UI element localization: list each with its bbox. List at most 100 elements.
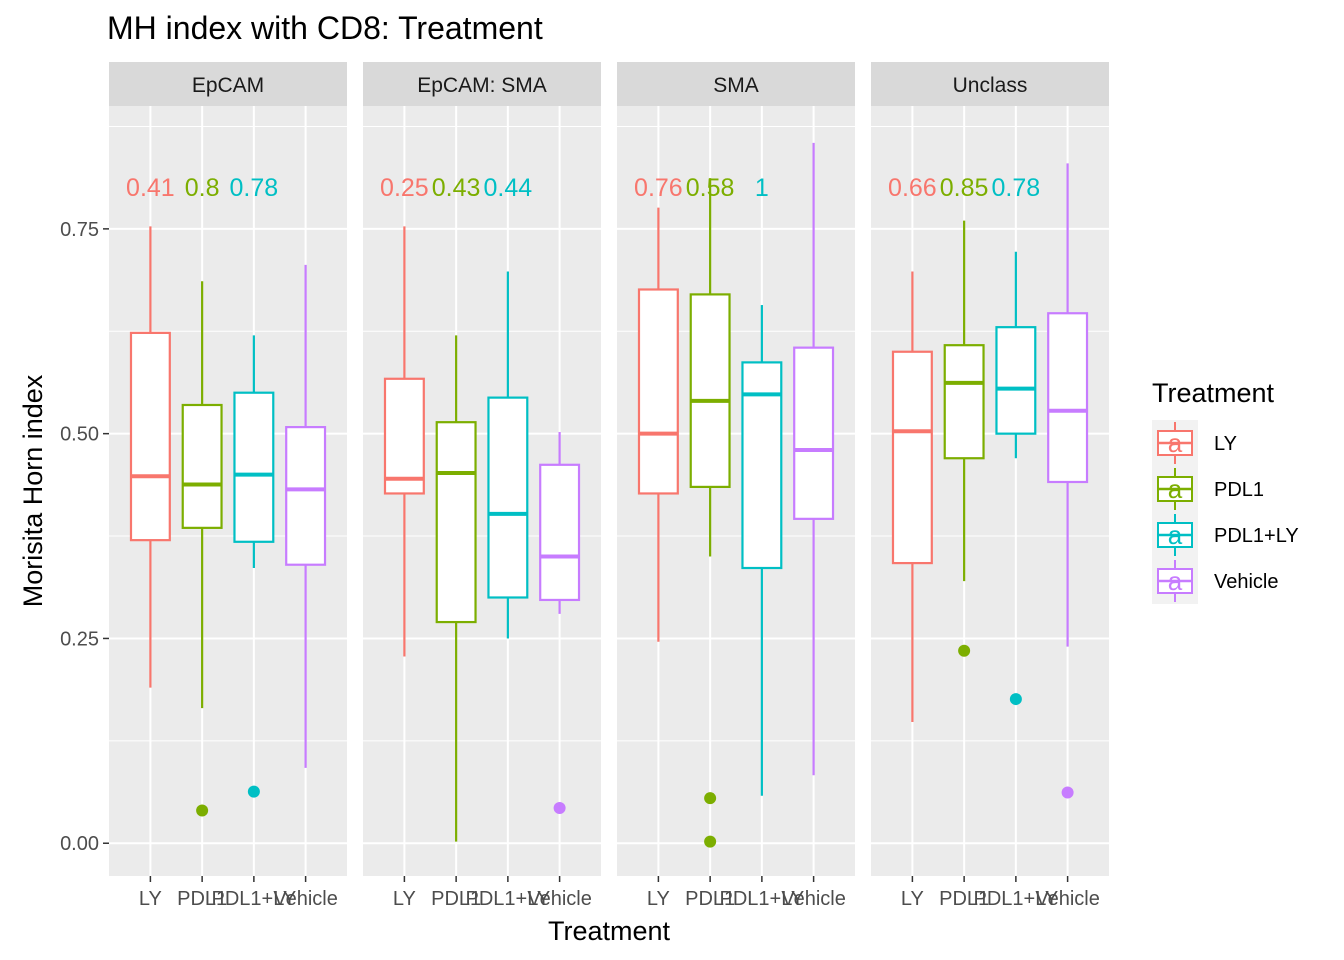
box-vehicle: [539, 432, 581, 815]
pvalue-label: 0.76: [634, 174, 683, 202]
facet-strip-label: EpCAM: SMA: [417, 74, 547, 97]
box-iqr: [891, 350, 933, 565]
pvalue-label: 0.25: [380, 174, 429, 202]
box-pdl1: [943, 220, 985, 657]
legend-item-vehicle: a Vehicle: [1152, 558, 1279, 604]
x-tick-label: Vehicle: [1035, 888, 1100, 910]
x-axis-title: Treatment: [548, 916, 671, 946]
facet-strip: [109, 62, 347, 106]
y-axis: 0.00 0.25 0.50 0.75: [60, 219, 109, 855]
legend-key-glyph: a: [1168, 566, 1183, 596]
legend-item-ly: a LY: [1152, 420, 1237, 466]
box-iqr: [539, 463, 581, 602]
legend-key-glyph: a: [1168, 520, 1183, 550]
box-iqr: [487, 396, 529, 599]
legend-item-pdl1-ly: a PDL1+LY: [1152, 512, 1299, 558]
facet-strip: [363, 62, 601, 106]
legend-label: LY: [1214, 433, 1237, 455]
y-tick-label: 0.50: [60, 424, 99, 446]
legend-key-glyph: a: [1168, 474, 1183, 504]
x-tick-label: PDL1+LY: [974, 888, 1059, 910]
pvalue-label: 0.58: [686, 174, 735, 202]
pvalue-label: 0.85: [940, 174, 989, 202]
outlier-point: [1009, 693, 1022, 706]
box-pdl1-ly: [995, 251, 1037, 706]
legend-item-pdl1: a PDL1: [1152, 466, 1264, 512]
outlier-point: [553, 802, 566, 815]
x-tick-label: LY: [139, 888, 162, 910]
box-iqr: [1047, 312, 1089, 484]
y-tick-label: 0.00: [60, 833, 99, 855]
facet-strip-label: EpCAM: [192, 74, 264, 97]
box-pdl1: [435, 335, 477, 842]
box-pdl1-ly: [487, 271, 529, 639]
x-tick-label: PDL1: [177, 888, 227, 910]
x-tick-label: PDL1+LY: [720, 888, 805, 910]
x-tick-label: PDL1: [685, 888, 735, 910]
x-tick-label: PDL1: [431, 888, 481, 910]
box-iqr: [793, 346, 835, 520]
outlier-point: [247, 785, 260, 798]
box-pdl1: [181, 281, 223, 817]
box-ly: [129, 226, 171, 688]
x-tick-label: Vehicle: [781, 888, 846, 910]
x-tick-label: PDL1: [939, 888, 989, 910]
box-iqr: [285, 426, 327, 566]
box-ly: [891, 271, 933, 722]
y-tick-label: 0.25: [60, 628, 99, 650]
y-axis-title: Morisita Horn index: [18, 374, 48, 607]
pvalue-label: 0.78: [992, 174, 1041, 202]
box-pdl1-ly: [741, 305, 783, 796]
facet-strip-label: Unclass: [953, 74, 1028, 97]
box-iqr: [435, 421, 477, 624]
legend-title: Treatment: [1152, 378, 1275, 408]
x-tick-label: LY: [901, 888, 924, 910]
legend-label: Vehicle: [1214, 571, 1279, 593]
x-tick-label: PDL1+LY: [466, 888, 551, 910]
box-vehicle: [793, 142, 835, 776]
box-iqr: [741, 361, 783, 570]
outlier-point: [704, 792, 717, 805]
pvalue-label: 1: [755, 174, 769, 202]
x-tick-label: PDL1+LY: [212, 888, 297, 910]
chart-title: MH index with CD8: Treatment: [107, 10, 543, 46]
x-tick-label: Vehicle: [273, 888, 338, 910]
box-iqr: [637, 288, 679, 495]
outlier-point: [196, 804, 209, 817]
box-ly: [637, 207, 679, 642]
outlier-point: [1061, 786, 1074, 799]
x-tick-label: Vehicle: [527, 888, 592, 910]
box-iqr: [181, 403, 223, 529]
box-pdl1: [689, 178, 731, 848]
box-iqr: [129, 331, 171, 542]
x-tick-label: LY: [647, 888, 670, 910]
facet-strip: [617, 62, 855, 106]
facet-strip-label: SMA: [713, 74, 759, 97]
box-iqr: [943, 344, 985, 460]
y-tick-label: 0.75: [60, 219, 99, 241]
pvalue-label: 0.44: [484, 174, 533, 202]
box-vehicle: [1047, 163, 1089, 799]
box-iqr: [689, 293, 731, 489]
pvalue-label: 0.66: [888, 174, 937, 202]
x-tick-label: LY: [393, 888, 416, 910]
pvalue-label: 0.43: [432, 174, 481, 202]
box-iqr: [233, 391, 275, 543]
box-ly: [383, 226, 425, 657]
pvalue-label: 0.8: [185, 174, 220, 202]
facet-epcam-sma: EpCAM: SMA 0.25 0.43 0.44 LY PDL1PDL1+LYVehic…: [363, 62, 601, 910]
pvalue-label: 0.78: [230, 174, 279, 202]
facet-strip: [871, 62, 1109, 106]
box-pdl1-ly: [233, 335, 275, 798]
pvalue-label: 0.41: [126, 174, 175, 202]
legend-label: PDL1+LY: [1214, 525, 1299, 547]
outlier-point: [958, 644, 971, 657]
box-iqr: [383, 377, 425, 495]
legend-label: PDL1: [1214, 479, 1264, 501]
box-iqr: [995, 326, 1037, 435]
